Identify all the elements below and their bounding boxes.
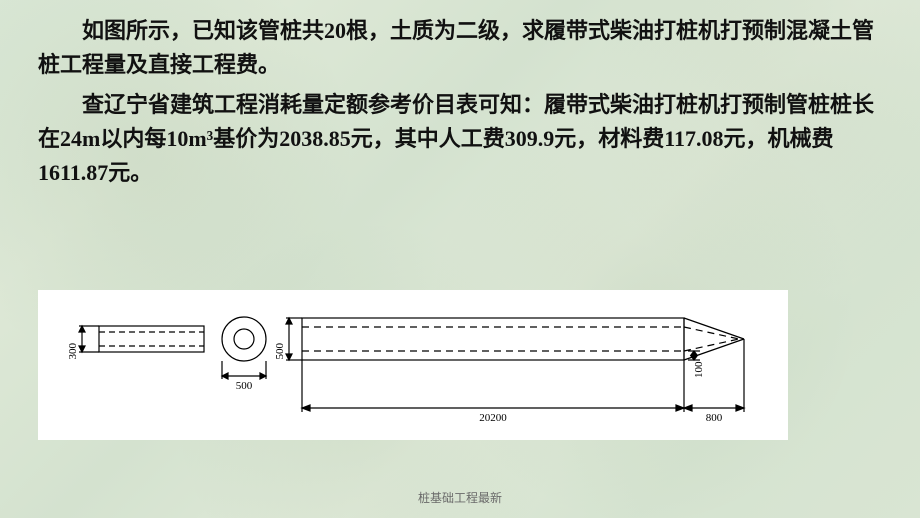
- rect-pile-side: 300: [67, 326, 204, 360]
- dim-500-height: 500: [274, 343, 286, 360]
- pile-cross-section: 500: [222, 317, 266, 392]
- dim-100: 100: [693, 361, 705, 378]
- dim-300: 300: [67, 343, 79, 360]
- dim-20200: 20200: [479, 412, 507, 424]
- paragraph-1: 如图所示，已知该管桩共20根，土质为二级，求履带式柴油打桩机打预制混凝土管桩工程…: [38, 14, 882, 82]
- content-area: 如图所示，已知该管桩共20根，土质为二级，求履带式柴油打桩机打预制混凝土管桩工程…: [0, 0, 920, 190]
- footer-caption: 桩基础工程最新: [0, 489, 920, 506]
- pile-diagram: 300 500: [44, 296, 782, 434]
- diagram-panel: 300 500: [38, 290, 788, 440]
- paragraph-2: 查辽宁省建筑工程消耗量定额参考价目表可知：履带式柴油打桩机打预制管桩桩长在24m…: [38, 88, 882, 190]
- dim-500-section: 500: [236, 380, 253, 392]
- main-pile: 500 100 20200: [274, 318, 744, 424]
- dim-800: 800: [706, 412, 723, 424]
